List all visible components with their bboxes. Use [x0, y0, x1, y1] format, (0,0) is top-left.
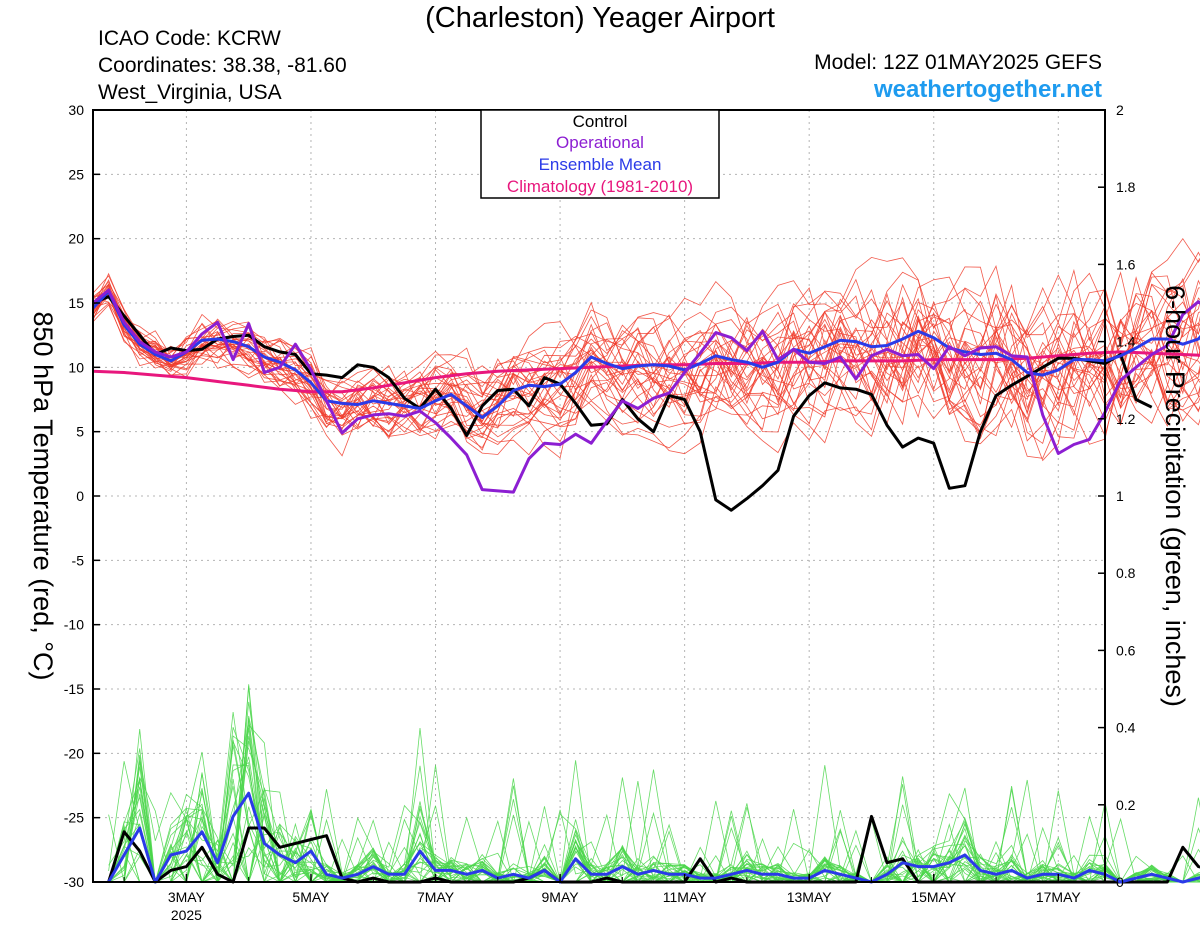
left-tick-label: 20: [68, 231, 84, 247]
ensemble-member-temp-line: [92, 275, 1200, 437]
left-tick-label: 5: [76, 424, 84, 440]
left-tick-label: -25: [64, 810, 84, 826]
x-tick-label: 13MAY: [787, 889, 833, 905]
left-axis-label: 850 hPa Temperature (red, °C): [28, 312, 58, 681]
ensemble-member-temp-line: [92, 278, 1200, 457]
model-run: Model: 12Z 01MAY2025 GEFS: [814, 51, 1102, 74]
right-tick-label: 0.8: [1116, 565, 1136, 581]
left-tick-label: 25: [68, 166, 84, 182]
ensemble-member-temp-line: [92, 280, 1200, 456]
left-tick-label: -30: [64, 874, 84, 890]
left-tick-label: -15: [64, 681, 84, 697]
left-tick-label: 30: [68, 102, 84, 118]
right-tick-label: 1.8: [1116, 179, 1136, 195]
axis-layer: 302520151050-5-10-15-20-25-3021.81.61.41…: [64, 102, 1136, 923]
coordinates: Coordinates: 38.38, -81.60: [98, 54, 347, 77]
chart-title: (Charleston) Yeager Airport: [425, 2, 775, 34]
left-tick-label: 10: [68, 359, 84, 375]
ensemble-mean-precip-line: [107, 791, 1200, 884]
region: West_Virginia, USA: [98, 81, 282, 104]
right-tick-label: 0.2: [1116, 797, 1136, 813]
ensemble-member-temp-line: [92, 256, 1200, 416]
legend-operational: Operational: [556, 133, 644, 152]
right-tick-label: 1: [1116, 488, 1124, 504]
ensemble-members-precipitation: [108, 684, 1200, 884]
ensemble-member-temp-line: [92, 277, 1200, 459]
x-tick-label: 7MAY: [417, 889, 455, 905]
x-tick-label: 3MAY: [168, 889, 206, 905]
left-tick-label: -20: [64, 745, 84, 761]
ensemble-member-precip-line: [108, 701, 1200, 884]
x-tick-label: 15MAY: [911, 889, 957, 905]
ensemble-mean-temp-line: [91, 289, 1200, 419]
operational-temp-line: [92, 288, 1200, 494]
x-tick-label: 17MAY: [1036, 889, 1082, 905]
ensemble-member-temp-line: [92, 268, 1200, 437]
left-tick-label: -5: [72, 552, 85, 568]
right-tick-label: 1.6: [1116, 256, 1136, 272]
grid-layer: [93, 110, 1105, 882]
site-link[interactable]: weathertogether.net: [873, 76, 1102, 103]
legend-control: Control: [573, 112, 628, 131]
left-tick-label: 0: [76, 488, 84, 504]
ensemble-member-precip-line: [108, 715, 1200, 884]
x-tick-label: 11MAY: [663, 889, 707, 905]
ensemble-member-temp-line: [92, 266, 1200, 445]
x-tick-label: 5MAY: [292, 889, 330, 905]
right-tick-label: 1.4: [1116, 334, 1136, 350]
legend: Control Operational Ensemble Mean Climat…: [480, 109, 720, 199]
control-precip-line: [107, 814, 1200, 884]
right-tick-label: 1.2: [1116, 411, 1136, 427]
ensemble-member-precip-line: [108, 727, 1200, 883]
legend-ensemble-mean: Ensemble Mean: [539, 155, 662, 174]
x-tick-label: 9MAY: [542, 889, 580, 905]
series-layer: [91, 288, 1200, 884]
ensemble-member-precip-line: [108, 727, 1200, 883]
right-axis-label: 6-hour Precipitation (green, inches): [1160, 285, 1190, 707]
left-tick-label: -10: [64, 617, 84, 633]
ensemble-member-precip-line: [108, 727, 1200, 883]
ensemble-member-temp-line: [92, 287, 1200, 429]
left-tick-label: 15: [68, 295, 84, 311]
legend-box: [480, 109, 720, 199]
right-tick-label: 2: [1116, 102, 1124, 118]
ensemble-member-temp-line: [92, 297, 1200, 429]
ensemble-member-precip-line: [108, 729, 1200, 883]
x-year-label: 2025: [171, 907, 202, 923]
right-tick-label: 0: [1116, 874, 1124, 890]
right-tick-label: 0.4: [1116, 720, 1136, 736]
ensemble-member-precip-line: [108, 778, 1200, 884]
legend-climatology: Climatology (1981-2010): [507, 177, 693, 196]
ensemble-member-temp-line: [92, 279, 1200, 437]
ensemble-member-temp-line: [92, 237, 1200, 428]
ensemble-member-temp-line: [92, 275, 1200, 449]
right-tick-label: 0.6: [1116, 642, 1136, 658]
icao-code: ICAO Code: KCRW: [98, 27, 281, 50]
